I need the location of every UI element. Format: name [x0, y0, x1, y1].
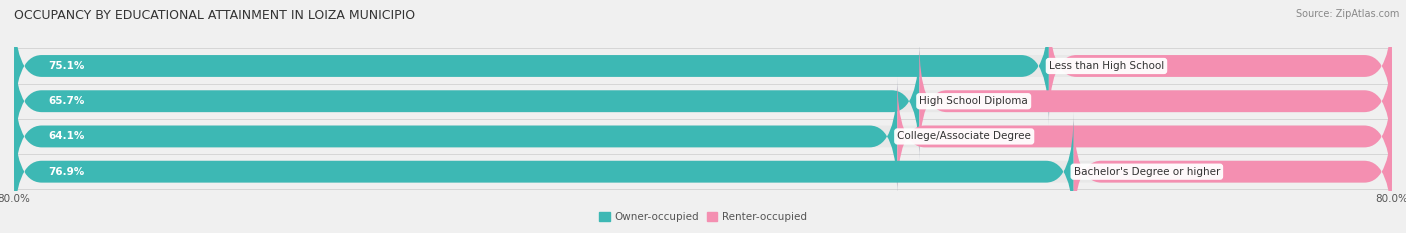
FancyBboxPatch shape [14, 7, 1392, 126]
FancyBboxPatch shape [920, 42, 1392, 161]
Text: 64.1%: 64.1% [48, 131, 84, 141]
Legend: Owner-occupied, Renter-occupied: Owner-occupied, Renter-occupied [595, 208, 811, 226]
FancyBboxPatch shape [14, 7, 1049, 126]
FancyBboxPatch shape [1049, 7, 1392, 126]
Text: 76.9%: 76.9% [48, 167, 84, 177]
Text: Source: ZipAtlas.com: Source: ZipAtlas.com [1295, 9, 1399, 19]
FancyBboxPatch shape [14, 42, 1392, 161]
FancyBboxPatch shape [897, 77, 1392, 196]
FancyBboxPatch shape [14, 42, 920, 161]
Text: 65.7%: 65.7% [48, 96, 84, 106]
Text: High School Diploma: High School Diploma [920, 96, 1028, 106]
FancyBboxPatch shape [14, 77, 897, 196]
FancyBboxPatch shape [14, 112, 1074, 231]
Text: College/Associate Degree: College/Associate Degree [897, 131, 1031, 141]
Text: Less than High School: Less than High School [1049, 61, 1164, 71]
FancyBboxPatch shape [14, 112, 1392, 231]
Text: OCCUPANCY BY EDUCATIONAL ATTAINMENT IN LOIZA MUNICIPIO: OCCUPANCY BY EDUCATIONAL ATTAINMENT IN L… [14, 9, 415, 22]
Text: Bachelor's Degree or higher: Bachelor's Degree or higher [1074, 167, 1220, 177]
Text: 75.1%: 75.1% [48, 61, 84, 71]
FancyBboxPatch shape [14, 77, 1392, 196]
FancyBboxPatch shape [1074, 112, 1392, 231]
